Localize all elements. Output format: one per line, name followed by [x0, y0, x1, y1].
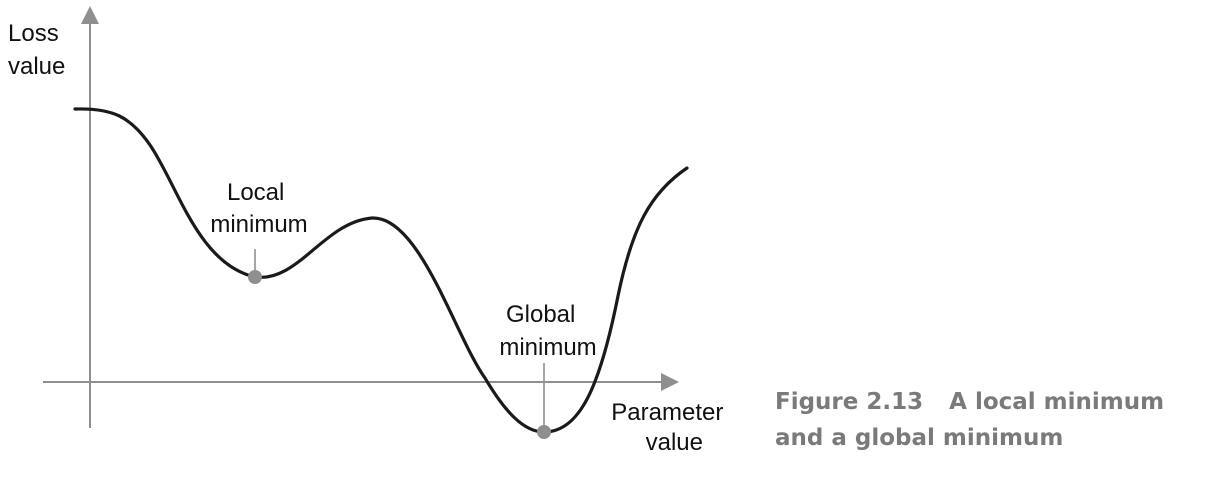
local-minimum-marker [248, 270, 262, 284]
global-minimum-marker [537, 425, 551, 439]
y-axis-label: Loss value [8, 20, 65, 80]
x-axis-label-line-2: value [646, 429, 703, 456]
global-minimum-label-line-2: minimum [499, 334, 596, 361]
local-minimum-label-line-2: minimum [210, 211, 307, 238]
global-minimum-label: Global minimum [499, 301, 596, 361]
local-minimum-label-line-1: Local [227, 179, 284, 206]
figure-caption: Figure 2.13 A local minimum and a global … [775, 384, 1195, 456]
y-axis-label-line-1: Loss [8, 20, 59, 47]
x-axis-label: Parameter value [611, 399, 730, 456]
loss-curve [73, 107, 689, 434]
x-axis-label-line-1: Parameter [611, 399, 723, 426]
y-axis-arrowhead [81, 6, 99, 24]
global-minimum-label-line-1: Global [506, 301, 575, 328]
figure-number: Figure 2.13 [775, 389, 924, 415]
local-minimum-label: Local minimum [210, 179, 307, 238]
caption-text: A local minimum and a global minimum [775, 389, 1165, 451]
x-axis-arrowhead [661, 373, 679, 391]
y-axis-label-line-2: value [8, 53, 65, 80]
